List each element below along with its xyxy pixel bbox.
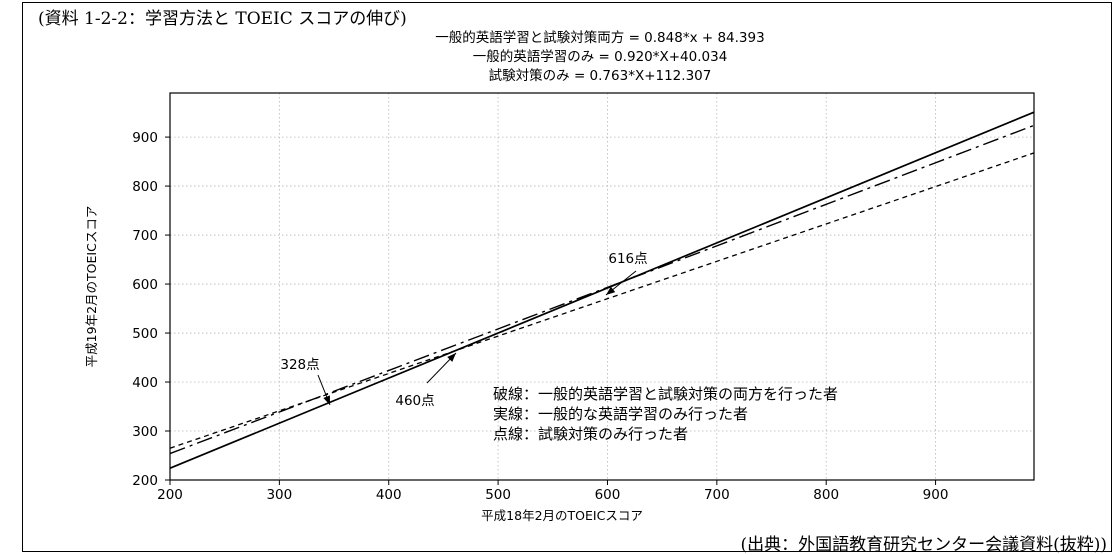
chart-title-line-1: 一般的英語学習と試験対策両方 = 0.848*x + 84.393 <box>435 30 765 46</box>
y-tick-label-2: 400 <box>132 375 158 391</box>
series-line-solid <box>170 111 1034 470</box>
annotation-label-2: 616点 <box>608 251 647 267</box>
legend-entry-0: 破線：一般的英語学習と試験対策の両方を行った者 <box>493 385 838 403</box>
x-tick-label-1: 300 <box>266 487 292 503</box>
x-tick-label-0: 200 <box>157 487 183 503</box>
y-tick-label-4: 600 <box>132 277 158 293</box>
annotation-label-0: 328点 <box>280 357 319 373</box>
annotation-arrow-head-2 <box>606 286 616 295</box>
chart-title-line-2: 一般的英語学習のみ = 0.920*X+40.034 <box>472 49 728 65</box>
y-axis-label: 平成19年2月のTOEICスコア <box>84 206 99 368</box>
annotation-arrow-head-0 <box>323 395 330 405</box>
figure-frame <box>22 2 1112 552</box>
y-tick-label-0: 200 <box>132 473 158 489</box>
x-tick-label-7: 900 <box>923 487 949 503</box>
x-tick-label-4: 600 <box>595 487 621 503</box>
annotation-label-1: 460点 <box>395 393 434 409</box>
y-tick-label-5: 700 <box>132 228 158 244</box>
annotation-arrow-head-1 <box>447 353 456 362</box>
plot-area-border <box>169 92 1035 481</box>
figure-caption: (資料 1-2-2：学習方法と TOEIC スコアの伸び) <box>38 9 407 29</box>
y-tick-label-3: 500 <box>132 326 158 342</box>
legend-entry-2: 点線：試験対策のみ行った者 <box>493 425 688 443</box>
y-tick-label-6: 800 <box>132 179 158 195</box>
x-tick-label-3: 500 <box>485 487 511 503</box>
y-tick-label-1: 300 <box>132 424 158 440</box>
y-tick-label-7: 900 <box>132 130 158 146</box>
x-tick-label-6: 800 <box>813 487 839 503</box>
x-tick-label-5: 700 <box>704 487 730 503</box>
x-axis-label: 平成18年2月のTOEICスコア <box>481 508 643 523</box>
legend-entry-1: 実線：一般的な英語学習のみ行った者 <box>493 405 748 423</box>
figure-source: (出典：外国語教育研究センター会議資料(抜粋)) <box>740 535 1107 555</box>
chart-title-line-3: 試験対策のみ = 0.763*X+112.307 <box>488 68 712 84</box>
x-tick-label-2: 400 <box>376 487 402 503</box>
series-line-dashdot <box>170 124 1034 455</box>
series-line-dotted <box>170 152 1034 449</box>
